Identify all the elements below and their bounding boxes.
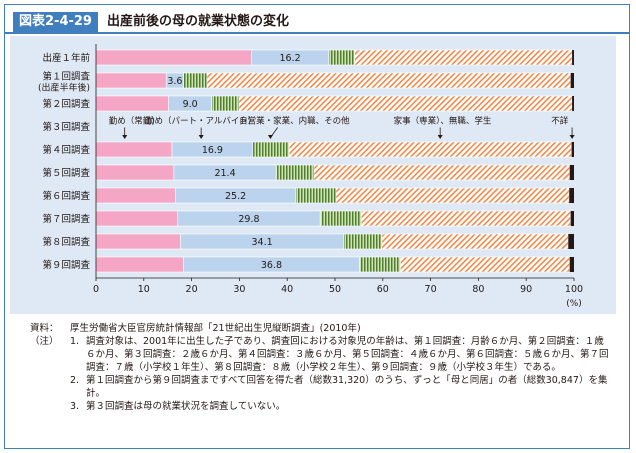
data-label: 34.1	[252, 237, 273, 248]
x-tick-label: 70	[425, 284, 437, 295]
note-text: 調査対象は、2001年に出生した子であり、調査回における対象児の年齢は、第１回調…	[86, 336, 609, 373]
data-label: 21.4	[214, 168, 235, 179]
data-label: 16.9	[202, 145, 223, 156]
figure-frame: 図表2-4-29 出産前後の母の就業状態の変化	[4, 4, 630, 449]
x-tick-label: 10	[138, 284, 150, 295]
category-label: 第３回調査	[42, 121, 90, 133]
figure-number: 図表2-4-29	[13, 12, 98, 32]
legend-callout-self-employed: 自営業・家業、内職、その他	[239, 116, 350, 127]
bar-segment-self-employed	[359, 256, 401, 273]
bar-segment-regular-employee	[95, 95, 169, 112]
bar-segment-housework	[206, 72, 571, 89]
bar-segment-regular-employee	[95, 256, 184, 273]
bar-segment-self-employed	[275, 164, 315, 181]
bar-segment-self-employed	[183, 72, 208, 89]
header-rule	[5, 32, 629, 34]
notes-block: 資料： 厚生労働省大臣官房統計情報部「21世紀出生児縦断調査」(2010年) （…	[30, 322, 610, 413]
bar-segment-self-employed	[328, 49, 355, 66]
x-tick-label: 80	[472, 284, 484, 295]
category-label: 第７回調査	[42, 213, 90, 225]
bar-segment-regular-employee	[95, 49, 252, 66]
x-tick-label: 90	[520, 284, 532, 295]
note-row-3: 3. 第３回調査は母の就業状況を調査していない。	[30, 400, 610, 413]
note-number: 2.	[70, 375, 80, 386]
category-label: 第２回調査	[42, 98, 90, 110]
bar-segment-regular-employee	[95, 164, 175, 181]
bar-segment-regular-employee	[95, 187, 176, 204]
note-number: 3.	[70, 401, 80, 412]
bar-segment-housework	[238, 95, 573, 112]
legend-callout-unknown: 不詳	[551, 116, 569, 127]
bar-segment-regular-employee	[95, 210, 179, 227]
source-label: 資料：	[30, 323, 59, 334]
bar-segment-housework	[354, 49, 573, 66]
x-tick-label: 20	[186, 284, 198, 295]
data-label: 16.2	[279, 53, 300, 64]
data-label: 29.8	[238, 214, 259, 225]
bar-segment-self-employed	[252, 141, 290, 158]
bar-segment-self-employed	[211, 95, 240, 112]
category-label: 第８回調査	[42, 236, 90, 248]
data-label: 25.2	[225, 191, 246, 202]
bar-segment-self-employed	[343, 233, 383, 250]
bar-segment-regular-employee	[95, 141, 173, 158]
category-label: 第５回調査	[42, 167, 90, 179]
category-label: 第１回調査	[42, 71, 90, 83]
bar-segment-housework	[360, 210, 571, 227]
x-tick-label: 0	[93, 284, 99, 295]
bar-segment-unknown	[572, 96, 574, 111]
bar-segment-unknown	[570, 211, 574, 226]
bar-segment-housework	[400, 256, 570, 273]
note-text: 第１回調査から第９回調査まですべて回答を得た者（総数31,320）のうち、ずっと…	[86, 375, 608, 399]
x-tick-label: 50	[329, 284, 341, 295]
note-row-1: （注） 1. 調査対象は、2001年に出生した子であり、調査回における対象児の年…	[30, 335, 610, 374]
x-tick-label: 100	[565, 284, 583, 295]
plot-area: 出産１年前 16.2 第１回調査(出産半年後) 3.6 第２回調査 9.0 第３回調査第４回…	[38, 44, 583, 309]
bar-segment-housework	[335, 187, 570, 204]
bar-segment-unknown	[569, 257, 574, 272]
bar-segment-regular-employee	[95, 72, 167, 89]
bar-segment-housework	[381, 233, 569, 250]
note-row-2: 2. 第１回調査から第９回調査まですべて回答を得た者（総数31,320）のうち、…	[30, 374, 610, 400]
stacked-bar-chart: 出産１年前 16.2 第１回調査(出産半年後) 3.6 第２回調査 9.0 第３回調査第４回…	[38, 44, 583, 309]
category-label: 出産１年前	[42, 52, 90, 64]
legend-callout-part-time: 勤め（パート・アルバイト）	[146, 116, 256, 127]
callout-arrowhead	[267, 135, 273, 139]
bar-segment-housework	[288, 141, 572, 158]
note-number: 1.	[70, 336, 80, 347]
legend-callout-regular-employee: 勤め（常勤）	[109, 116, 160, 127]
note-label: （注）	[30, 336, 59, 347]
callout-arrowhead	[569, 135, 575, 139]
callout-arrowhead	[198, 135, 204, 139]
bar-segment-unknown	[572, 50, 574, 65]
bar-segment-unknown	[569, 188, 574, 203]
source-row: 資料： 厚生労働省大臣官房統計情報部「21世紀出生児縦断調査」(2010年)	[30, 322, 610, 335]
x-tick-label: 30	[233, 284, 245, 295]
bar-segment-housework	[313, 164, 570, 181]
bar-segment-unknown	[571, 142, 574, 157]
bar-segment-self-employed	[295, 187, 337, 204]
x-tick-label: 40	[281, 284, 293, 295]
data-label: 9.0	[183, 99, 198, 110]
callout-arrowhead	[122, 135, 128, 139]
note-text: 第３回調査は母の就業状況を調査していない。	[86, 401, 286, 412]
bar-segment-self-employed	[319, 210, 362, 227]
figure-title: 出産前後の母の就業状態の変化	[107, 14, 290, 29]
bar-segment-unknown	[568, 234, 574, 249]
category-label: 第６回調査	[42, 190, 90, 202]
category-label: 第４回調査	[42, 144, 90, 156]
x-tick-label: 60	[377, 284, 389, 295]
category-sublabel: (出産半年後)	[38, 82, 90, 94]
x-axis-unit: (%)	[566, 299, 582, 309]
data-label: 36.8	[261, 260, 282, 271]
category-label: 第９回調査	[42, 259, 90, 271]
callout-arrowhead	[437, 135, 443, 139]
bar-segment-unknown	[569, 165, 574, 180]
bar-segment-regular-employee	[95, 233, 181, 250]
bar-segment-unknown	[570, 73, 574, 88]
source-text: 厚生労働省大臣官房統計情報部「21世紀出生児縦断調査」(2010年)	[70, 323, 361, 334]
legend-callout-housework: 家事（専業）、無職、学生	[394, 116, 492, 127]
data-label: 3.6	[167, 76, 182, 87]
